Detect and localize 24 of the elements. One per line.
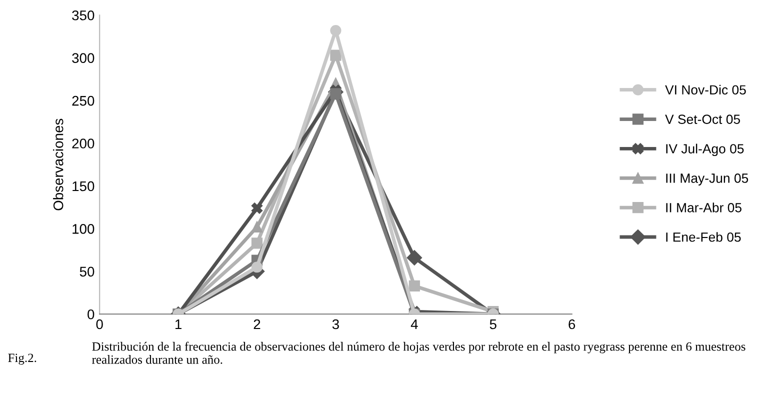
x-tick-label: 5 [490,319,496,330]
legend-label: VI Nov-Dic 05 [665,84,746,95]
y-tick-label: 100 [72,224,94,234]
y-tick-label: 300 [72,53,94,64]
y-tick-label: 150 [72,181,94,192]
x-tick-label: 6 [568,319,576,330]
y-tick-label: 350 [72,10,94,20]
legend-label: III May-Jun 05 [666,174,748,186]
x-tick-label: 1 [175,319,182,330]
caption: Fig.2. [8,354,36,365]
x-tick-label: 2 [254,319,260,330]
legend-label: IV Jul-Ago 05 [666,144,744,156]
x-tick-label: 4 [410,319,418,330]
y-tick-label: 200 [72,138,94,148]
x-tick-label: 0 [96,319,103,330]
text: Distribución de la frecuencia de observaciones del número de hojas verdes por rebrote en el pasto ryegrass perenne en 6 muestreos realizados durante un año. [92,342,746,364]
x-tick-label: 3 [332,319,339,330]
y-tick-label: 0 [88,309,94,320]
legend-label: I Ene-Feb 05 [666,232,741,242]
y-tick-label: 250 [72,96,94,106]
y-axis-title: Observaciones [53,118,64,210]
y-tick-label: 50 [80,266,94,277]
legend-label: II Mar-Abr 05 [666,202,742,212]
legend-label: V Set-Oct 05 [665,114,740,124]
